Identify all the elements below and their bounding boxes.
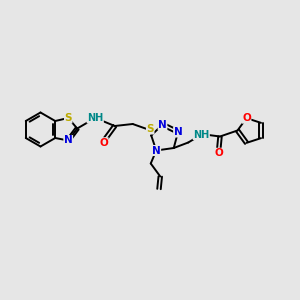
Text: N: N (64, 136, 73, 146)
Text: N: N (174, 127, 182, 137)
Text: S: S (146, 124, 154, 134)
Text: NH: NH (87, 113, 103, 123)
Text: O: O (242, 113, 251, 123)
Text: N: N (152, 146, 161, 155)
Text: O: O (214, 148, 223, 158)
Text: NH: NH (193, 130, 209, 140)
Text: N: N (158, 119, 167, 130)
Text: S: S (64, 113, 72, 123)
Text: O: O (99, 138, 108, 148)
